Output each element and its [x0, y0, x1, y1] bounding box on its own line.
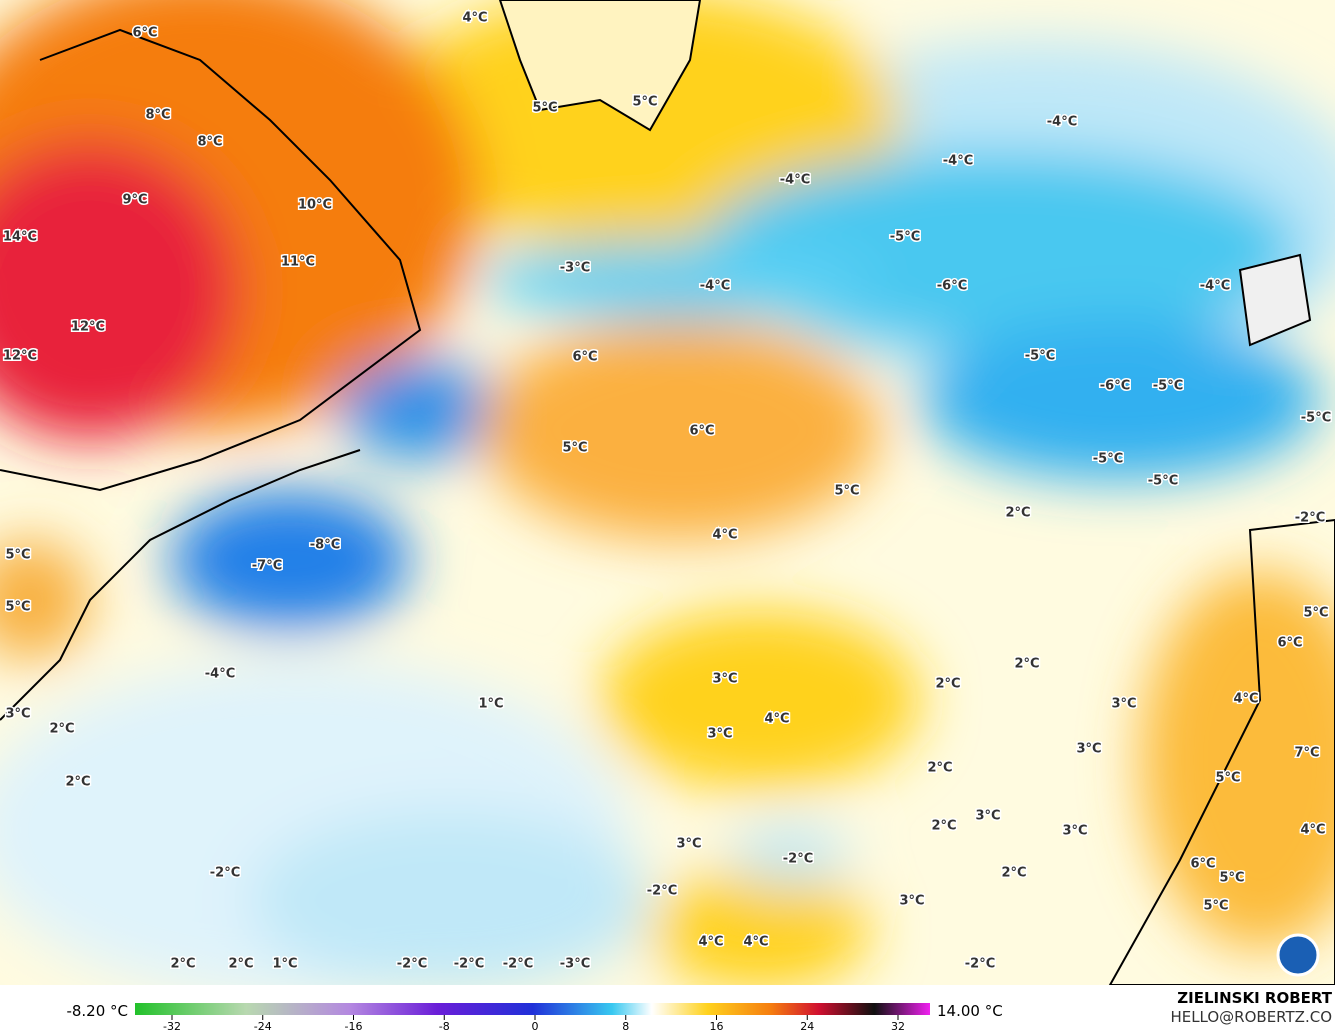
temp-label: 4°C [1233, 692, 1258, 707]
temp-label: 2°C [927, 761, 952, 776]
temp-label: 5°C [562, 441, 587, 456]
temp-label: 2°C [935, 677, 960, 692]
colorbar-tick-label: -24 [254, 1020, 272, 1033]
colorbar-tick-label: -32 [163, 1020, 181, 1033]
temp-label: -6°C [937, 279, 967, 294]
temp-label: 5°C [5, 548, 30, 563]
temp-label: 14°C [3, 230, 37, 245]
temp-label: 10°C [298, 198, 332, 213]
temp-label: 6°C [572, 350, 597, 365]
temp-label: 5°C [1215, 771, 1240, 786]
temp-label: -8°C [310, 538, 340, 553]
temp-label: -5°C [1148, 474, 1178, 489]
temp-label: 7°C [1294, 746, 1319, 761]
temp-label: 11°C [281, 255, 315, 270]
temp-label: 4°C [712, 528, 737, 543]
colorbar [135, 1003, 930, 1015]
temp-label: -2°C [1295, 511, 1325, 526]
min-label: -8.20 °C [66, 1002, 128, 1020]
temp-label: -5°C [1301, 411, 1331, 426]
colorbar-tick-label: 16 [710, 1020, 724, 1033]
noaa-logo [1276, 933, 1320, 977]
temp-label: -4°C [1047, 115, 1077, 130]
colorbar-tick-label: 0 [532, 1020, 539, 1033]
temp-label: 4°C [1300, 823, 1325, 838]
temp-label: 6°C [1190, 857, 1215, 872]
temp-label: 3°C [899, 894, 924, 909]
map-field [0, 0, 1335, 985]
temp-label: 8°C [145, 108, 170, 123]
temp-label: 8°C [197, 135, 222, 150]
temp-label: 2°C [1005, 506, 1030, 521]
temp-label: -4°C [1200, 279, 1230, 294]
temp-label: 3°C [707, 727, 732, 742]
temp-label: 12°C [3, 349, 37, 364]
temp-label: 3°C [676, 837, 701, 852]
author: ZIELINSKI ROBERT [1177, 989, 1332, 1007]
temp-label: 2°C [170, 957, 195, 972]
temp-label: -5°C [890, 230, 920, 245]
temp-label: 2°C [228, 957, 253, 972]
temp-label: -7°C [252, 559, 282, 574]
temp-label: -3°C [560, 261, 590, 276]
temp-label: 3°C [1062, 824, 1087, 839]
temp-label: 1°C [478, 697, 503, 712]
temp-label: 2°C [65, 775, 90, 790]
temp-label: -2°C [647, 884, 677, 899]
temp-label: 1°C [272, 957, 297, 972]
temp-label: -4°C [780, 173, 810, 188]
temp-label: -5°C [1153, 379, 1183, 394]
temp-label: 2°C [1014, 657, 1039, 672]
temp-label: 3°C [5, 707, 30, 722]
temp-label: -2°C [397, 957, 427, 972]
temp-label: 2°C [1001, 866, 1026, 881]
temp-label: -2°C [965, 957, 995, 972]
colorbar-tick-label: 8 [622, 1020, 629, 1033]
temp-label: 5°C [632, 95, 657, 110]
temp-label: 5°C [1303, 606, 1328, 621]
contact: HELLO@ROBERTZ.CO [1170, 1008, 1332, 1026]
temp-label: 3°C [712, 672, 737, 687]
temp-label: -4°C [943, 154, 973, 169]
temp-label: -4°C [700, 279, 730, 294]
temp-label: -5°C [1025, 349, 1055, 364]
temp-label: 4°C [764, 712, 789, 727]
temp-label: -2°C [783, 852, 813, 867]
colorbar-tick-label: 24 [800, 1020, 814, 1033]
temp-label: -5°C [1093, 452, 1123, 467]
max-label: 14.00 °C [937, 1002, 1003, 1020]
temp-label: 5°C [5, 600, 30, 615]
temp-label: -4°C [205, 667, 235, 682]
temp-label: 3°C [1076, 742, 1101, 757]
temp-label: 2°C [49, 722, 74, 737]
temp-label: 4°C [743, 935, 768, 950]
temp-label: 5°C [1219, 871, 1244, 886]
temp-label: -2°C [454, 957, 484, 972]
colorbar-tick-label: -16 [345, 1020, 363, 1033]
temp-label: 9°C [122, 193, 147, 208]
temp-label: 3°C [1111, 697, 1136, 712]
temp-label: 5°C [834, 484, 859, 499]
temp-label: -3°C [560, 957, 590, 972]
temp-label: -2°C [503, 957, 533, 972]
colorbar-tick-label: -8 [439, 1020, 450, 1033]
colorbar-tick-label: 32 [891, 1020, 905, 1033]
temp-label: 4°C [462, 11, 487, 26]
temp-label: -2°C [210, 866, 240, 881]
temp-label: 5°C [532, 101, 557, 116]
temp-label: 12°C [71, 320, 105, 335]
temp-label: 2°C [931, 819, 956, 834]
temp-label: 6°C [132, 26, 157, 41]
temp-label: 3°C [975, 809, 1000, 824]
temp-label: 5°C [1203, 899, 1228, 914]
temp-label: 6°C [689, 424, 714, 439]
temp-label: 4°C [698, 935, 723, 950]
temp-label: -6°C [1100, 379, 1130, 394]
temp-label: 6°C [1277, 636, 1302, 651]
